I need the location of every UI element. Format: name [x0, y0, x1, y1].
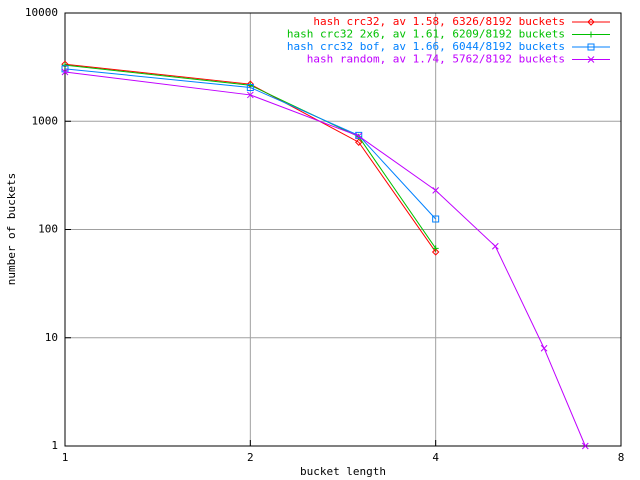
series-line: [64, 68, 437, 220]
x-tick-label: 1: [62, 451, 69, 464]
data-point: [355, 132, 363, 140]
data-point: [432, 215, 440, 223]
y-tick-label: 10000: [25, 6, 58, 19]
data-point: [581, 442, 589, 450]
legend-label: hash crc32 bof, av 1.66, 6044/8192 bucke…: [287, 40, 565, 53]
y-tick-label: 1000: [32, 114, 59, 127]
x-tick-label: 4: [432, 451, 439, 464]
data-point: [588, 31, 594, 38]
data-point: [246, 84, 254, 92]
x-axis-label: bucket length: [300, 465, 386, 478]
legend-label: hash crc32 2x6, av 1.61, 6209/8192 bucke…: [287, 28, 565, 41]
legend-label: hash crc32, av 1.58, 6326/8192 buckets: [313, 15, 565, 28]
data-point: [587, 56, 595, 63]
data-point: [540, 344, 548, 352]
y-tick-label: 1: [51, 439, 58, 452]
data-point: [62, 62, 68, 69]
data-point: [432, 245, 439, 252]
x-tick-label: 8: [618, 451, 625, 464]
data-point: [61, 65, 69, 73]
data-point: [246, 91, 254, 99]
data-point: [491, 242, 499, 250]
data-point: [587, 18, 595, 26]
data-point: [61, 68, 69, 76]
y-axis-label: number of buckets: [5, 173, 18, 286]
legend-label: hash random, av 1.74, 5762/8192 buckets: [307, 53, 565, 66]
x-tick-label: 2: [247, 451, 254, 464]
data-point: [432, 186, 440, 194]
data-point: [355, 138, 363, 146]
series-line: [64, 63, 437, 253]
data-point: [431, 248, 440, 256]
y-tick-label: 10: [45, 331, 58, 344]
plot-frame: [64, 12, 622, 447]
y-tick-label: 100: [38, 223, 58, 236]
data-point: [587, 43, 595, 51]
